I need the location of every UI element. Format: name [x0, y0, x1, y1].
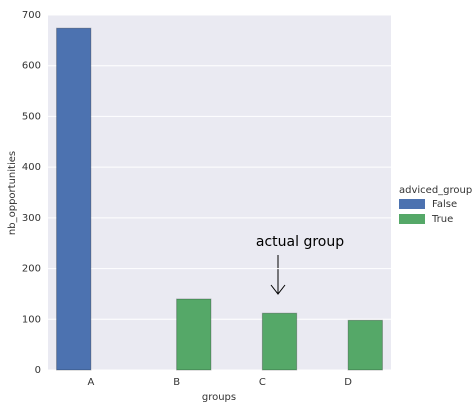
bar: [347, 319, 383, 371]
x-axis-label: groups: [202, 392, 236, 403]
annotation: actual group: [256, 234, 344, 250]
y-tick-label: 700: [22, 10, 41, 21]
bar: [261, 312, 298, 371]
legend-swatch: [399, 214, 425, 224]
x-tick-label: B: [173, 377, 180, 388]
x-tick-label: D: [344, 377, 352, 388]
y-tick-label: 600: [22, 61, 41, 72]
x-tick-label: C: [259, 377, 266, 388]
y-tick-label: 100: [22, 314, 41, 325]
y-tick-label: 0: [35, 365, 41, 376]
y-tick-label: 200: [22, 264, 41, 275]
bar: [176, 298, 212, 371]
legend-label: False: [432, 199, 457, 210]
y-tick-label: 300: [22, 213, 41, 224]
legend-swatch: [399, 199, 425, 209]
x-tick-label: A: [87, 377, 94, 388]
legend-label: True: [431, 214, 453, 225]
legend-title: adviced_group: [399, 185, 472, 196]
bar: [56, 27, 92, 371]
y-tick-label: 500: [22, 111, 41, 122]
y-tick-label: 400: [22, 162, 41, 173]
y-axis-label: nb_opportunities: [7, 151, 18, 235]
annotation-arrow: [270, 255, 286, 295]
plot-background: [48, 15, 391, 370]
